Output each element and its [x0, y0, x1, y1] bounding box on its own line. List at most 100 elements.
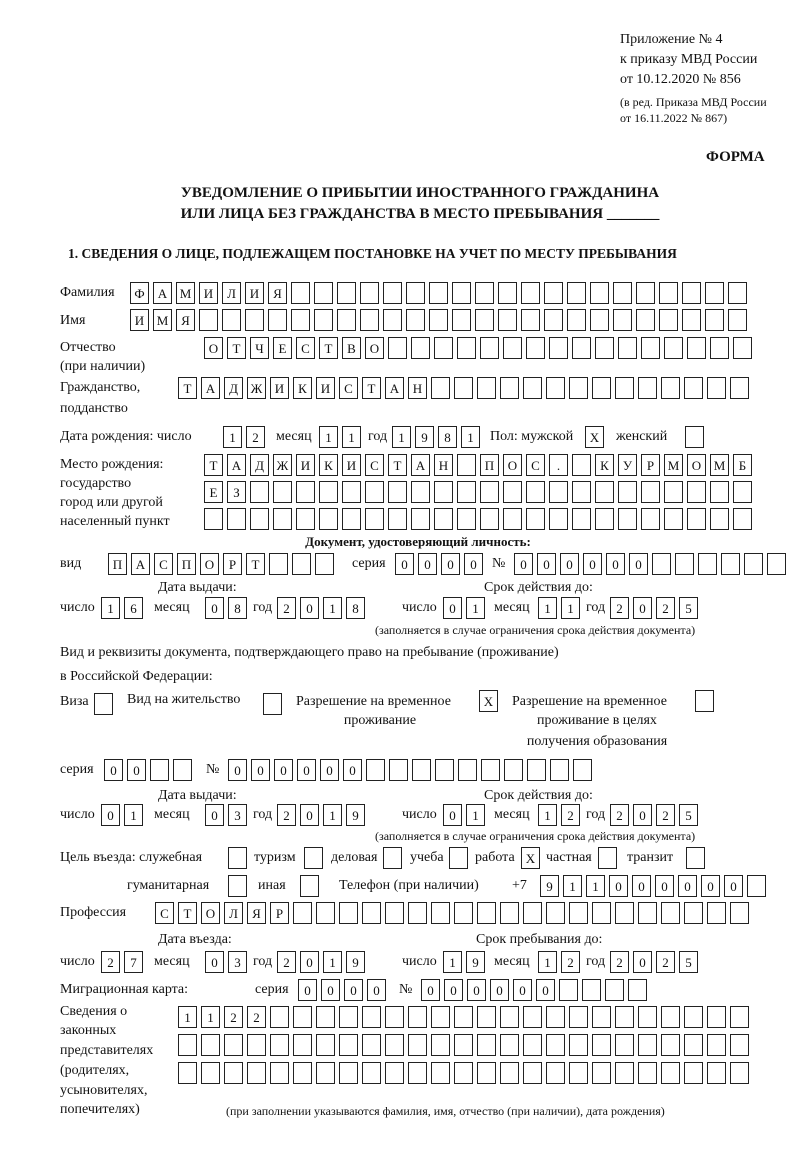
char-cell[interactable]: 1 — [538, 597, 557, 619]
char-cell[interactable]: 1 — [323, 951, 342, 973]
char-cell[interactable] — [730, 1006, 749, 1028]
char-cell[interactable]: 9 — [415, 426, 434, 448]
char-cell[interactable]: Н — [408, 377, 427, 399]
char-cell[interactable]: Т — [319, 337, 338, 359]
char-cell[interactable]: У — [618, 454, 637, 476]
char-cell[interactable]: К — [293, 377, 312, 399]
char-cell[interactable] — [431, 1062, 450, 1084]
char-cell[interactable] — [408, 902, 427, 924]
char-cell[interactable] — [293, 902, 312, 924]
char-cell[interactable] — [682, 282, 701, 304]
char-cell[interactable]: М — [710, 454, 729, 476]
char-cell[interactable] — [383, 847, 402, 869]
char-cell[interactable]: 0 — [344, 979, 363, 1001]
char-cell[interactable] — [199, 309, 218, 331]
char-cell[interactable]: 9 — [346, 951, 365, 973]
char-cell[interactable]: А — [411, 454, 430, 476]
char-cell[interactable] — [687, 481, 706, 503]
char-cell[interactable] — [270, 1006, 289, 1028]
char-cell[interactable] — [250, 481, 269, 503]
char-cell[interactable] — [291, 309, 310, 331]
char-cell[interactable] — [454, 902, 473, 924]
char-cell[interactable]: 1 — [392, 426, 411, 448]
char-cell[interactable]: 1 — [538, 804, 557, 826]
char-cell[interactable] — [728, 309, 747, 331]
char-cell[interactable] — [592, 1034, 611, 1056]
char-cell[interactable] — [431, 377, 450, 399]
temp-residence-checkbox[interactable]: X — [479, 690, 498, 712]
char-cell[interactable] — [523, 1062, 542, 1084]
char-cell[interactable]: Ч — [250, 337, 269, 359]
char-cell[interactable]: 0 — [609, 875, 628, 897]
char-cell[interactable]: 2 — [277, 804, 296, 826]
char-cell[interactable]: Ж — [247, 377, 266, 399]
char-cell[interactable] — [316, 902, 335, 924]
purpose-official-checkbox[interactable] — [228, 847, 247, 869]
char-cell[interactable] — [475, 309, 494, 331]
char-cell[interactable] — [636, 282, 655, 304]
char-cell[interactable] — [342, 508, 361, 530]
char-cell[interactable]: 0 — [467, 979, 486, 1001]
char-cell[interactable] — [500, 902, 519, 924]
char-cell[interactable] — [498, 309, 517, 331]
char-cell[interactable]: Б — [733, 454, 752, 476]
char-cell[interactable]: М — [176, 282, 195, 304]
char-cell[interactable] — [698, 553, 717, 575]
char-cell[interactable]: 0 — [104, 759, 123, 781]
edu-residence-checkbox[interactable] — [695, 690, 714, 712]
char-cell[interactable] — [457, 337, 476, 359]
char-cell[interactable]: 0 — [655, 875, 674, 897]
char-cell[interactable] — [544, 309, 563, 331]
char-cell[interactable] — [592, 377, 611, 399]
char-cell[interactable] — [360, 282, 379, 304]
char-cell[interactable] — [388, 508, 407, 530]
char-cell[interactable]: 1 — [124, 804, 143, 826]
char-cell[interactable] — [481, 759, 500, 781]
char-cell[interactable] — [385, 1062, 404, 1084]
char-cell[interactable] — [730, 377, 749, 399]
char-cell[interactable]: 0 — [367, 979, 386, 1001]
char-cell[interactable]: И — [270, 377, 289, 399]
char-cell[interactable]: О — [204, 337, 223, 359]
char-cell[interactable]: Р — [223, 553, 242, 575]
char-cell[interactable] — [500, 1034, 519, 1056]
char-cell[interactable]: 1 — [319, 426, 338, 448]
char-cell[interactable] — [247, 1062, 266, 1084]
male-checkbox[interactable]: X — [585, 426, 604, 448]
char-cell[interactable]: 0 — [537, 553, 556, 575]
char-cell[interactable]: 0 — [300, 804, 319, 826]
char-cell[interactable]: . — [549, 454, 568, 476]
char-cell[interactable]: Л — [222, 282, 241, 304]
char-cell[interactable]: В — [342, 337, 361, 359]
char-cell[interactable]: 0 — [298, 979, 317, 1001]
char-cell[interactable] — [618, 337, 637, 359]
char-cell[interactable] — [721, 553, 740, 575]
char-cell[interactable]: Я — [176, 309, 195, 331]
char-cell[interactable] — [406, 282, 425, 304]
char-cell[interactable]: 0 — [443, 804, 462, 826]
char-cell[interactable] — [664, 481, 683, 503]
char-cell[interactable] — [569, 1062, 588, 1084]
char-cell[interactable] — [362, 1006, 381, 1028]
char-cell[interactable]: 0 — [251, 759, 270, 781]
char-cell[interactable]: 2 — [277, 597, 296, 619]
char-cell[interactable]: Т — [178, 377, 197, 399]
char-cell[interactable]: 0 — [274, 759, 293, 781]
char-cell[interactable]: 1 — [563, 875, 582, 897]
char-cell[interactable]: 0 — [514, 553, 533, 575]
char-cell[interactable]: 1 — [586, 875, 605, 897]
char-cell[interactable] — [411, 481, 430, 503]
char-cell[interactable] — [339, 1062, 358, 1084]
char-cell[interactable] — [546, 1062, 565, 1084]
char-cell[interactable] — [684, 1062, 703, 1084]
char-cell[interactable]: 0 — [560, 553, 579, 575]
char-cell[interactable]: 1 — [538, 951, 557, 973]
